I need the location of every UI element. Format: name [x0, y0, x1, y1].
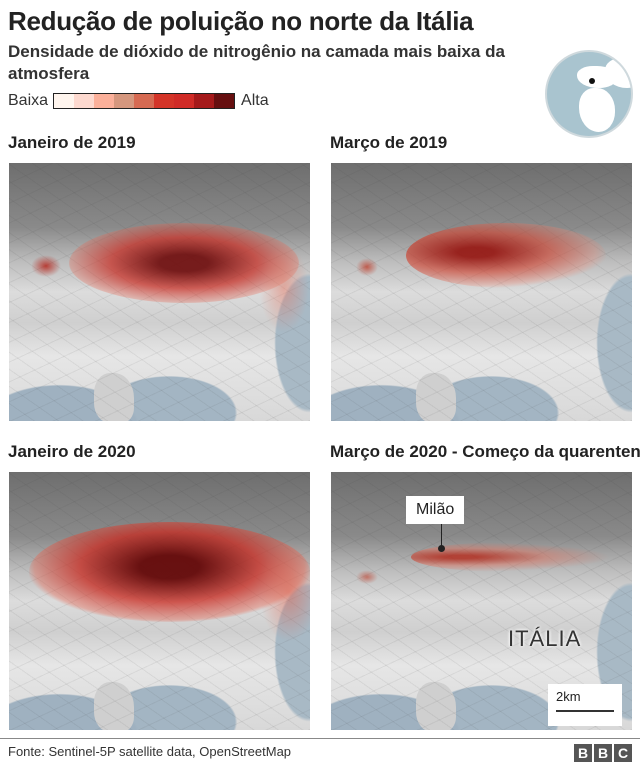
milan-marker	[438, 545, 445, 552]
color-legend: Baixa Alta	[8, 92, 269, 110]
legend-swatch-5	[134, 94, 155, 108]
scale-label: 2km	[556, 689, 581, 704]
legend-swatch-9	[214, 94, 235, 108]
footer-divider	[0, 738, 640, 739]
source-note: Fonte: Sentinel-5P satellite data, OpenS…	[8, 744, 292, 759]
map-mar-2020: Milão ITÁLIA 2km	[331, 472, 632, 730]
map-title-mar-2019: Março de 2019	[330, 133, 448, 152]
map-title-jan-2019: Janeiro de 2019	[8, 133, 136, 152]
location-marker	[589, 78, 595, 84]
page-subtitle: Densidade de dióxido de nitrogênio na ca…	[8, 42, 505, 83]
legend-color-scale	[53, 93, 236, 109]
legend-swatch-1	[54, 94, 75, 108]
legend-high-label: Alta	[241, 92, 269, 109]
city-label-milao: Milão	[406, 496, 465, 524]
country-label: ITÁLIA	[508, 626, 582, 651]
map-jan-2019	[9, 163, 310, 421]
legend-swatch-2	[74, 94, 95, 108]
page-title: Redução de poluição no norte da Itália	[8, 6, 474, 36]
locator-globe	[545, 50, 633, 138]
map-mar-2019	[331, 163, 632, 421]
legend-swatch-4	[114, 94, 135, 108]
legend-low-label: Baixa	[8, 92, 49, 109]
legend-swatch-3	[94, 94, 115, 108]
map-title-jan-2020: Janeiro de 2020	[8, 442, 136, 461]
map-jan-2020	[9, 472, 310, 730]
legend-swatch-6	[154, 94, 175, 108]
legend-swatch-8	[194, 94, 215, 108]
map-scale: 2km	[548, 684, 622, 726]
legend-swatch-7	[174, 94, 195, 108]
map-title-mar-2020: Março de 2020 - Começo da quarentena	[330, 442, 640, 461]
